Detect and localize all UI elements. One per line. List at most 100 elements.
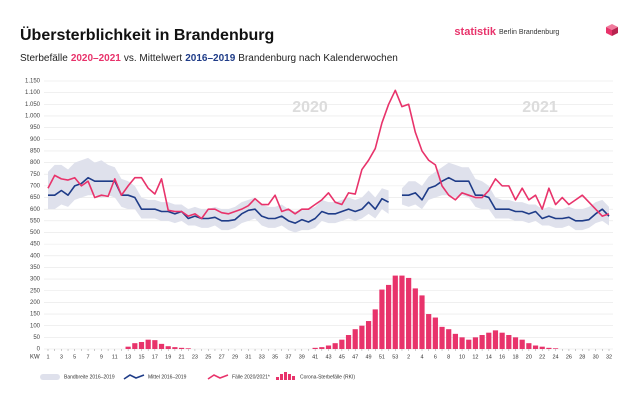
legend-label: Corona-Sterbefälle (RKI) [300,374,355,380]
x-tick-label: 35 [272,354,278,360]
line [47,89,610,220]
bar [526,343,532,349]
bar [452,333,458,349]
x-tick-label: 21 [179,354,185,360]
x-tick-label: 51 [379,354,385,360]
x-tick-label: 39 [299,354,305,360]
x-tick-label: 1 [46,354,49,360]
x-tick-label: 28 [579,354,585,360]
bar [158,343,165,349]
x-tick-label: 41 [312,354,318,360]
x-tick-label: 32 [606,354,612,360]
x-tick-label: 4 [420,354,423,360]
y-tick-label: 550 [30,218,41,224]
bar [439,326,445,349]
y-tick-label: 950 [30,125,41,131]
brand-icon [606,24,618,36]
bar [352,329,358,349]
x-axis-label: KW [30,355,40,361]
x-tick-label: 29 [232,354,238,360]
bar [459,337,465,349]
bar [399,275,405,349]
legend-swatch [288,374,291,380]
bar [312,347,318,349]
x-tick-label: 2 [407,354,410,360]
bar [479,335,485,349]
bar [506,335,512,349]
legend-swatch [276,377,279,380]
bar [539,346,545,349]
x-tick-label: 10 [459,354,465,360]
bar [319,347,325,349]
bar [412,288,418,349]
bar [365,321,372,349]
x-tick-label: 5 [73,354,76,360]
x-tick-label: 53 [392,354,398,360]
bar [325,345,332,349]
y-tick-label: 1.050 [25,102,41,108]
line [48,176,610,224]
bar [519,339,525,349]
x-tick-label: 45 [339,354,345,360]
y-tick-label: 50 [33,335,40,341]
x-tick-label: 33 [259,354,265,360]
brand-sub: Berlin Brandenburg [499,29,559,36]
x-tick-label: 16 [499,354,505,360]
bar [499,332,505,349]
x-tick-label: 13 [125,354,131,360]
legend-swatch [292,376,295,380]
bar [466,339,472,349]
bar [386,284,392,349]
bar [345,335,352,349]
x-tick-label: 43 [325,354,331,360]
bar [178,347,185,349]
x-tick-label: 7 [87,354,90,360]
brand: statistik [454,26,496,38]
bar [185,348,191,349]
y-tick-label: 150 [30,312,41,318]
x-tick-label: 23 [192,354,198,360]
bar [486,332,492,349]
bar [546,347,552,349]
y-tick-label: 650 [30,195,41,201]
bar [339,339,345,349]
subtitle-part: vs. Mittelwert [124,53,183,64]
x-tick-label: 31 [245,354,251,360]
bar [532,345,539,349]
bar [138,342,145,349]
bar [332,343,338,349]
y-tick-label: 600 [30,207,41,213]
x-tick-label: 25 [205,354,211,360]
x-tick-label: 8 [447,354,450,360]
x-tick-label: 19 [165,354,171,360]
y-tick-label: 1.000 [25,114,41,120]
x-tick-label: 6 [434,354,437,360]
y-tick-label: 400 [30,253,41,259]
chart-title: Übersterblichkeit in Brandenburg [20,25,274,44]
legend-label: Bandbreite 2016–2019 [64,374,115,380]
legend-swatch [280,374,283,380]
y-tick-label: 900 [30,137,41,143]
bar [125,346,131,349]
bar [492,330,499,349]
bar [145,339,151,349]
bar [379,289,385,349]
x-tick-label: 15 [138,354,144,360]
bar [472,337,479,349]
x-tick-label: 37 [285,354,291,360]
y-tick-label: 1.150 [25,79,41,85]
legend-swatch [123,374,145,380]
y-tick-label: 1.100 [25,90,41,96]
y-tick-label: 0 [37,347,41,353]
bar [446,329,452,349]
x-tick-label: 24 [553,354,559,360]
x-tick-label: 12 [472,354,478,360]
y-tick-label: 500 [30,230,41,236]
bar [372,309,378,349]
bar [359,325,365,349]
legend-label: Fälle 2020/2021* [232,374,270,380]
y-tick-label: 450 [30,242,41,248]
bar [419,295,425,349]
